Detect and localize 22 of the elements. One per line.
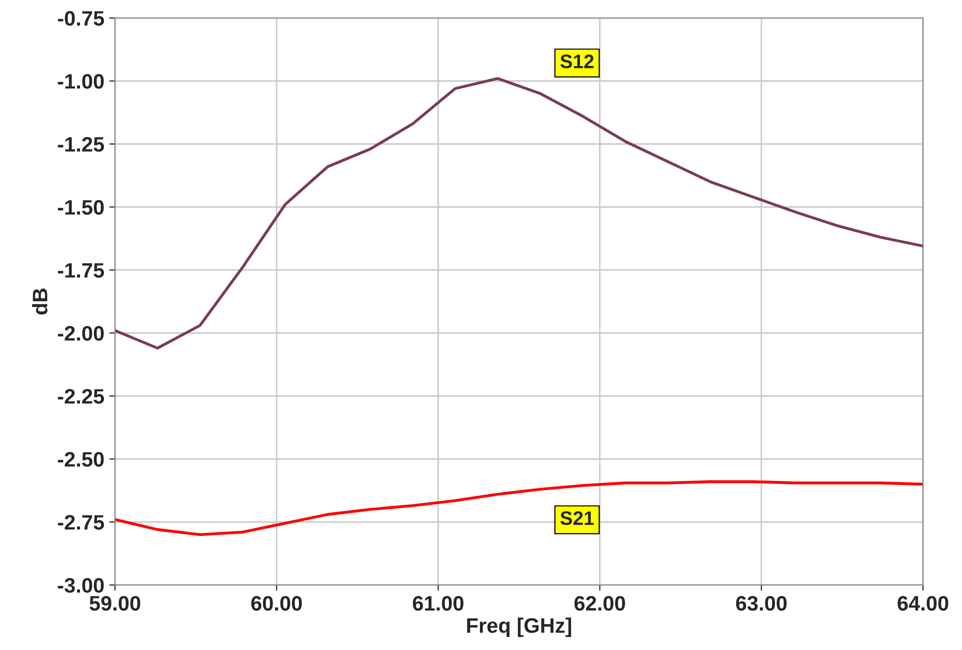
y-tick-label: -2.50 (58, 452, 104, 467)
x-tick-label: 62.00 (574, 596, 626, 611)
series-label: S21 (560, 511, 594, 526)
y-tick-label: -0.75 (58, 11, 104, 26)
x-tick-label: 64.00 (898, 596, 948, 611)
x-tick-label: 61.00 (412, 596, 464, 611)
x-axis-title: Freq [GHz] (467, 618, 572, 638)
x-tick-label: 63.00 (736, 596, 787, 611)
y-tick-label: -2.75 (58, 515, 104, 530)
y-tick-label: -1.25 (58, 137, 104, 152)
y-axis-title: dB (32, 288, 48, 315)
series-label: S12 (560, 54, 594, 68)
x-tick-label: 59.00 (90, 596, 140, 611)
y-tick-label: -1.75 (58, 263, 104, 278)
x-tick-label: 60.00 (251, 596, 302, 611)
y-tick-label: -2.25 (58, 389, 104, 404)
y-tick-label: -1.00 (58, 74, 104, 89)
y-tick-label: -1.50 (58, 200, 104, 215)
y-tick-label: -3.00 (58, 578, 104, 593)
y-tick-label: -2.00 (58, 326, 104, 341)
line-series (115, 480, 923, 536)
line-series (115, 77, 923, 350)
